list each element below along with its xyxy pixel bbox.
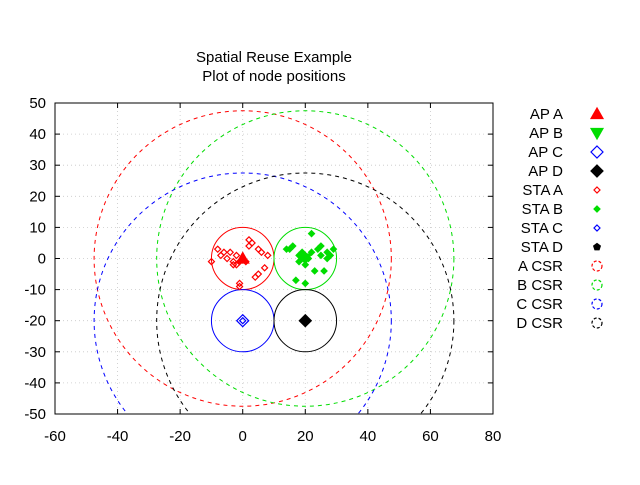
legend-label: AP C <box>528 144 563 161</box>
legend-label: C CSR <box>516 296 563 313</box>
legend-label: AP B <box>529 125 563 142</box>
data-point <box>263 251 272 260</box>
legend-symbol <box>592 242 602 251</box>
data-point <box>326 251 335 260</box>
legend-symbol <box>591 260 603 272</box>
x-tick-label: 60 <box>422 428 439 445</box>
legend-symbol <box>589 106 605 120</box>
data-point <box>329 245 338 254</box>
legend-symbol <box>591 279 603 291</box>
data-point <box>235 313 250 328</box>
data-point <box>307 229 316 238</box>
data-point <box>301 260 310 269</box>
data-point <box>254 270 263 278</box>
data-point <box>301 279 310 288</box>
node-points <box>207 229 338 328</box>
cell-circle <box>273 289 338 353</box>
csr-circle <box>156 110 455 407</box>
legend-label: STA B <box>522 201 563 218</box>
legend-symbol <box>590 145 604 159</box>
legend-label: STA C <box>521 220 563 237</box>
data-point <box>223 254 231 263</box>
legend-symbol <box>591 298 603 310</box>
data-point <box>260 263 269 272</box>
axis-ticks: -60 -40 -20 0 20 40 60 80 -50 -40 -30 -20 -10 0 10 20 30… <box>24 95 501 445</box>
x-tick-label: -40 <box>107 428 129 445</box>
cell-circle <box>210 289 275 353</box>
data-point <box>317 251 325 260</box>
data-point <box>304 254 313 263</box>
data-point <box>254 245 263 254</box>
y-tick-label: -10 <box>24 282 46 299</box>
data-point <box>248 239 256 247</box>
data-point <box>232 260 241 269</box>
y-tick-label: -30 <box>24 344 46 361</box>
legend-label: D CSR <box>516 315 563 332</box>
data-point <box>307 248 316 257</box>
data-point <box>235 279 244 288</box>
data-point <box>238 316 247 325</box>
csr-circle <box>156 172 455 414</box>
legend-label: A CSR <box>518 258 563 275</box>
data-point <box>251 273 260 282</box>
data-point <box>229 260 238 269</box>
data-point <box>317 242 325 250</box>
data-point <box>292 276 300 285</box>
data-point <box>226 248 235 257</box>
x-tick-label: -20 <box>169 428 191 445</box>
y-tick-label: 30 <box>29 157 46 174</box>
data-point <box>207 257 216 266</box>
y-tick-label: -50 <box>24 406 46 423</box>
data-point <box>245 235 253 244</box>
chart-subtitle: Plot of node positions <box>202 68 345 85</box>
legend-label: B CSR <box>517 277 563 294</box>
legend-symbol <box>591 317 603 329</box>
data-point <box>235 251 250 264</box>
x-tick-label: 0 <box>239 428 247 445</box>
legend: AP A AP B AP C AP D STA A STA B STA C STA D A CS… <box>516 106 605 332</box>
y-tick-label: 40 <box>29 126 46 143</box>
y-tick-label: 50 <box>29 95 46 112</box>
x-tick-label: 20 <box>297 428 314 445</box>
chart-title: Spatial Reuse Example <box>196 49 352 66</box>
data-point <box>216 251 225 260</box>
data-point <box>220 248 228 257</box>
legend-symbol <box>590 164 604 178</box>
y-tick-label: 20 <box>29 188 46 205</box>
data-point <box>298 313 313 328</box>
csr-circle <box>93 172 392 414</box>
x-tick-label: -60 <box>44 428 66 445</box>
data-point <box>257 248 266 257</box>
y-tick-label: 10 <box>29 219 46 236</box>
legend-label: STA A <box>522 182 563 199</box>
y-tick-label: 0 <box>38 251 46 268</box>
legend-symbol <box>593 186 601 194</box>
legend-label: AP D <box>528 163 563 180</box>
y-tick-label: -20 <box>24 313 46 330</box>
data-point <box>232 251 241 260</box>
data-point <box>213 245 222 254</box>
legend-symbol <box>589 127 605 141</box>
x-tick-label: 40 <box>360 428 377 445</box>
data-point <box>241 257 250 266</box>
data-point <box>245 242 253 250</box>
csr-circle <box>93 110 392 407</box>
legend-symbol <box>593 224 601 232</box>
data-point <box>288 242 297 250</box>
data-point <box>320 267 328 275</box>
legend-label: AP A <box>530 106 563 123</box>
data-point <box>235 282 244 291</box>
y-tick-label: -40 <box>24 375 46 392</box>
legend-symbol <box>593 205 601 213</box>
range-circles <box>93 110 455 414</box>
legend-label: STA D <box>521 239 563 256</box>
data-point <box>310 267 319 275</box>
x-tick-label: 80 <box>485 428 502 445</box>
